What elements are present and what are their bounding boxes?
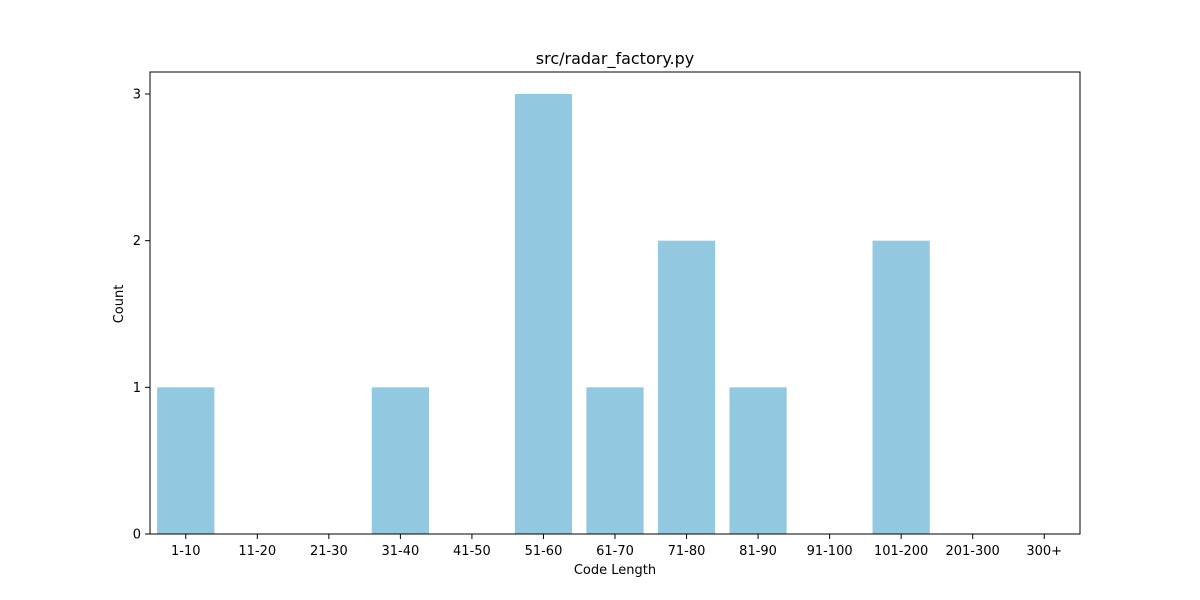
plot-frame [149,71,1081,535]
bar-1-10 [157,387,215,534]
x-tick-label: 71-80 [668,544,706,559]
x-tick-label: 201-300 [946,544,1000,559]
chart-title: src/radar_factory.py [536,49,694,69]
bar-81-90 [729,387,787,534]
x-tick-label: 61-70 [596,544,634,559]
x-axis-label: Code Length [574,563,656,578]
x-tick-label: 101-200 [874,544,928,559]
y-tick-label: 0 [133,528,141,543]
bar-31-40 [371,387,429,534]
x-tick-label: 41-50 [453,544,491,559]
y-axis-label: Count [112,285,127,324]
x-tick-label: 81-90 [739,544,777,559]
bars-group [157,94,930,535]
x-tick-label: 21-30 [310,544,348,559]
x-tick-label: 300+ [1026,544,1062,559]
y-tick-label: 1 [133,381,141,396]
x-tick-label: 51-60 [525,544,563,559]
bar-71-80 [657,240,716,535]
x-tick-label: 91-100 [807,544,853,559]
y-tick-label: 2 [133,234,141,249]
y-tick-label: 3 [133,88,141,103]
x-tick-label: 31-40 [381,544,419,559]
x-ticks-group: 1-10 11-20 21-30 31-40 41-50 51-60 61-70 71-80 8… [171,534,1062,559]
y-ticks-group: 0 1 2 3 [133,88,150,543]
x-tick-label: 1-10 [171,544,201,559]
bar-101-200 [872,240,930,535]
bar-61-70 [586,387,644,534]
bar-51-60 [514,94,573,534]
x-tick-label: 11-20 [238,544,276,559]
